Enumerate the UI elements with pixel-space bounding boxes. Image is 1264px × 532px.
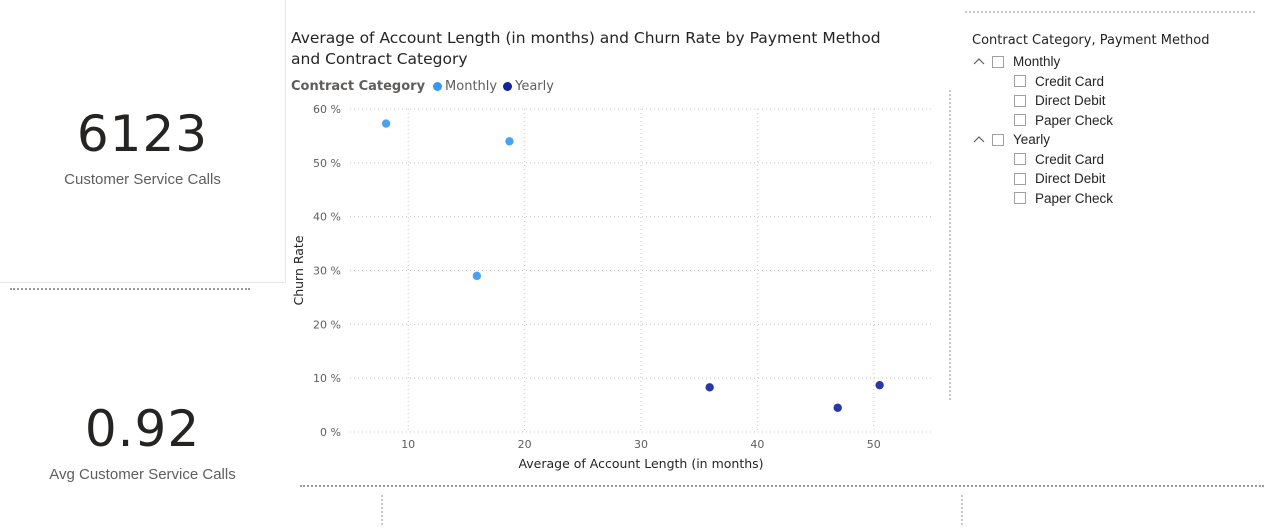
x-tick-label: 10 — [401, 438, 415, 451]
data-point-monthly[interactable] — [504, 136, 515, 147]
chart-legend: Contract Category Monthly Yearly — [291, 79, 560, 94]
x-tick-label: 20 — [518, 438, 532, 451]
separator-dots — [381, 495, 383, 525]
y-axis-title: Churn Rate — [291, 235, 306, 305]
y-tick-label: 30 % — [313, 265, 341, 278]
separator-dots — [961, 495, 963, 525]
slicer-item-label: Credit Card — [1035, 73, 1105, 89]
slicer-checkbox[interactable] — [992, 55, 1004, 68]
slicer-group-yearly[interactable]: Yearly — [972, 130, 1252, 150]
x-tick-label: 40 — [750, 438, 764, 451]
legend-marker — [433, 82, 443, 91]
slicer-item-monthly-paper-check[interactable]: Paper Check — [972, 111, 1252, 131]
y-tick-label: 40 % — [313, 211, 341, 224]
slicer-item-yearly-paper-check[interactable]: Paper Check — [972, 189, 1252, 209]
x-axis-title: Average of Account Length (in months) — [518, 456, 763, 471]
slicer-checkbox[interactable] — [992, 133, 1004, 146]
data-point-yearly[interactable] — [874, 380, 885, 390]
scatter-plot[interactable]: 0 % 10 % 20 % 30 % 40 % 50 % 60 % 10 20 30 40 50 Ave… — [280, 95, 950, 480]
slicer-group-monthly[interactable]: Monthly — [972, 52, 1252, 72]
slicer-item-label: Credit Card — [1035, 151, 1105, 167]
chart-title: Average of Account Length (in months) an… — [291, 29, 881, 68]
kpi-value: 0.92 — [84, 400, 201, 458]
separator-dots — [965, 11, 1255, 13]
legend-item-monthly[interactable]: Monthly — [433, 79, 497, 94]
data-point-yearly[interactable] — [832, 402, 843, 413]
kpi-label: Avg Customer Service Calls — [49, 466, 236, 483]
data-point-monthly[interactable] — [472, 271, 482, 281]
slicer-title: Contract Category, Payment Method — [972, 33, 1210, 48]
y-tick-label: 20 % — [313, 318, 341, 331]
data-point-yearly[interactable] — [704, 382, 715, 393]
x-tick-label: 50 — [867, 438, 881, 451]
data-point-monthly[interactable] — [381, 118, 391, 129]
y-tick-label: 50 % — [313, 157, 341, 170]
legend-marker — [503, 82, 513, 91]
kpi-card-avg-calls[interactable]: 0.92 Avg Customer Service Calls — [0, 300, 285, 522]
slicer-item-label: Monthly — [1013, 54, 1061, 70]
slicer-checkbox[interactable] — [1014, 192, 1026, 205]
slicer-item-label: Direct Debit — [1035, 93, 1106, 109]
slicer-checkbox[interactable] — [1014, 94, 1026, 107]
separator-dots — [10, 288, 250, 290]
y-tick-label: 60 % — [313, 103, 341, 116]
kpi-card-calls[interactable]: 6123 Customer Service Calls — [0, 0, 286, 283]
slicer-checkbox[interactable] — [1014, 114, 1026, 127]
slicer-checkbox[interactable] — [1014, 172, 1026, 185]
separator-dots — [949, 90, 951, 400]
slicer-item-label: Paper Check — [1035, 190, 1114, 206]
x-tick-label: 30 — [634, 438, 648, 451]
slicer-item-monthly-credit-card[interactable]: Credit Card — [972, 72, 1252, 92]
y-tick-label: 10 % — [313, 372, 341, 385]
slicer-item-label: Paper Check — [1035, 112, 1114, 128]
separator-dots — [300, 485, 1264, 487]
slicer-item-monthly-direct-debit[interactable]: Direct Debit — [972, 91, 1252, 111]
legend-label: Yearly — [515, 79, 554, 94]
slicer-checkbox[interactable] — [1014, 75, 1026, 88]
contract-payment-slicer: Contract Category, Payment Method Monthl… — [972, 33, 1252, 208]
slicer-item-yearly-direct-debit[interactable]: Direct Debit — [972, 169, 1252, 189]
chevron-up-icon[interactable] — [972, 55, 986, 69]
slicer-item-yearly-credit-card[interactable]: Credit Card — [972, 150, 1252, 170]
y-tick-label: 0 % — [320, 426, 341, 439]
slicer-item-label: Direct Debit — [1035, 171, 1106, 187]
kpi-label: Customer Service Calls — [64, 171, 221, 188]
chevron-up-icon[interactable] — [972, 133, 986, 147]
slicer-checkbox[interactable] — [1014, 153, 1026, 166]
legend-label: Monthly — [445, 79, 498, 94]
slicer-item-label: Yearly — [1013, 132, 1051, 148]
legend-item-yearly[interactable]: Yearly — [503, 79, 554, 94]
legend-title: Contract Category — [291, 79, 426, 94]
kpi-value: 6123 — [76, 105, 209, 163]
